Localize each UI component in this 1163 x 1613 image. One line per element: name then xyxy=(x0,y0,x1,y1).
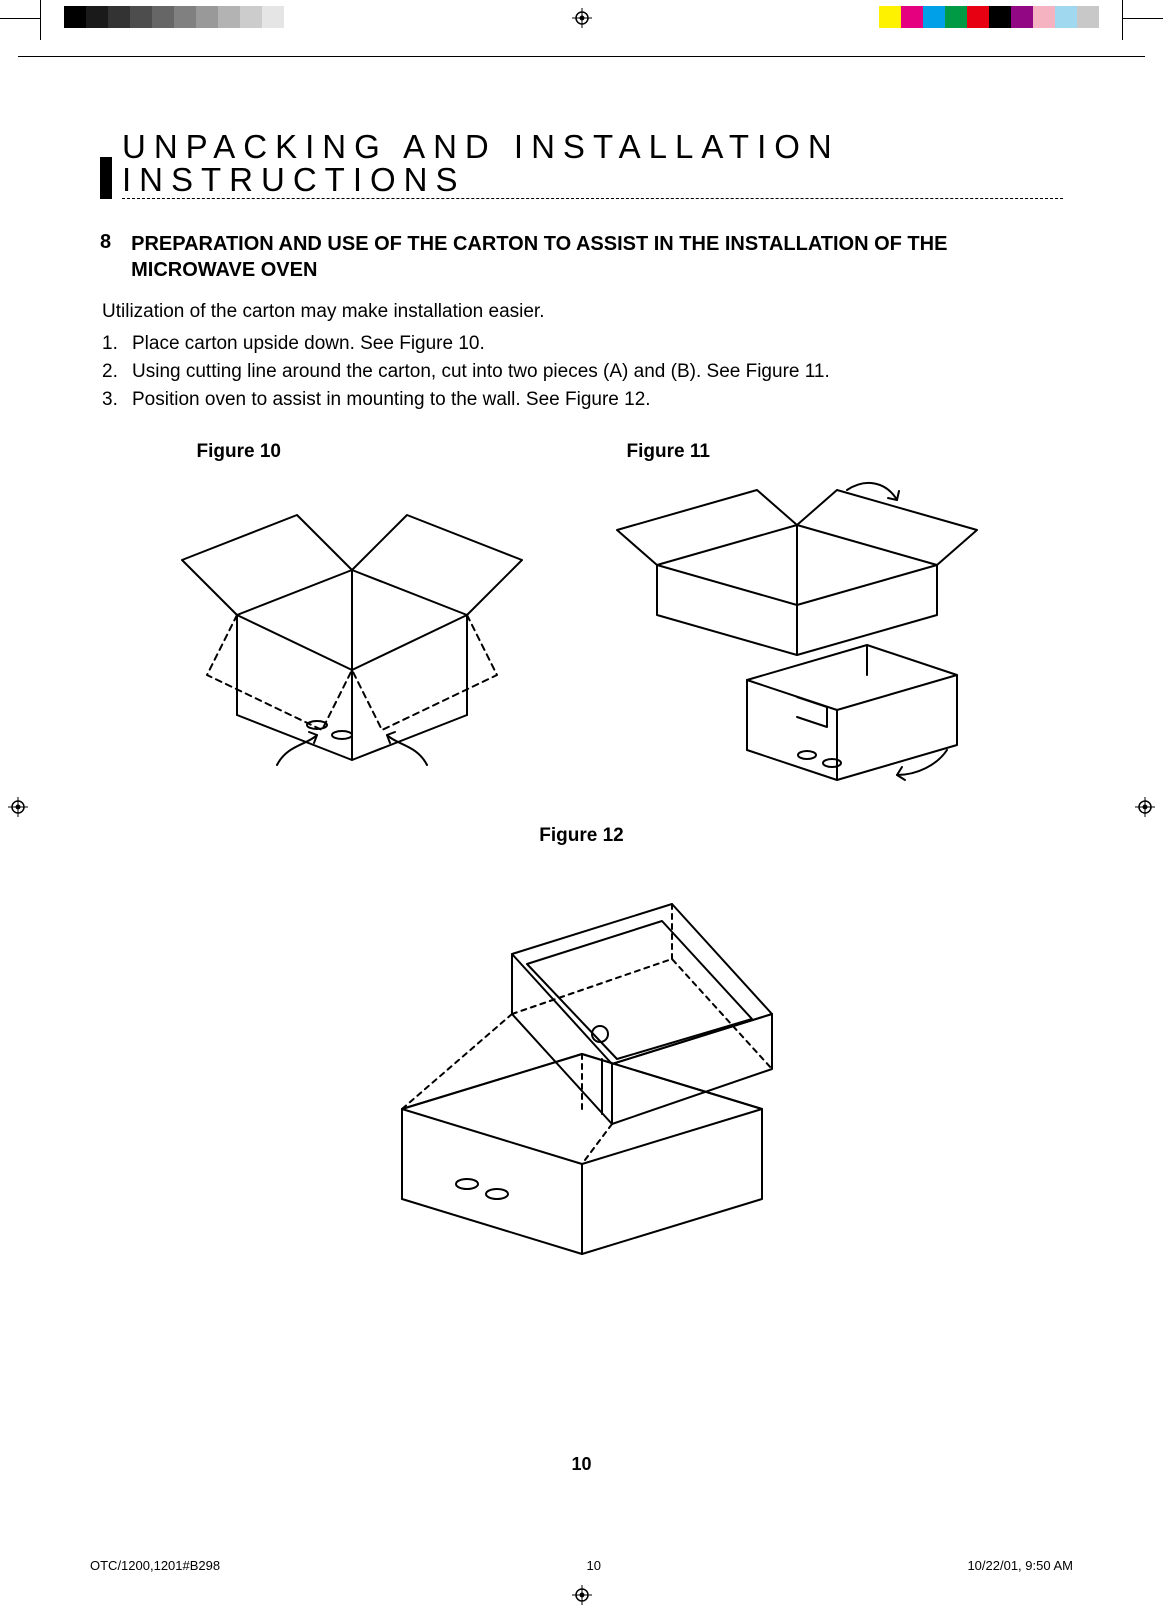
swatch xyxy=(284,6,306,28)
footer-slug: OTC/1200,1201#B298 10 10/22/01, 9:50 AM xyxy=(90,1558,1073,1573)
footer-timestamp: 10/22/01, 9:50 AM xyxy=(967,1558,1073,1573)
swatch xyxy=(108,6,130,28)
process-colorbar xyxy=(879,6,1099,28)
step-item: 2. Using cutting line around the carton, … xyxy=(102,361,1063,383)
figure-11: Figure 11 xyxy=(597,441,997,785)
swatch xyxy=(1055,6,1077,28)
figure-12-illustration xyxy=(342,859,822,1259)
heading-row: 8 PREPARATION AND USE OF THE CARTON TO A… xyxy=(100,231,1063,283)
crop-mark xyxy=(0,18,40,19)
footer-doc-id: OTC/1200,1201#B298 xyxy=(90,1558,220,1573)
grayscale-colorbar xyxy=(64,6,306,28)
swatch xyxy=(262,6,284,28)
page-number: 10 xyxy=(100,1454,1063,1475)
step-item: 3. Position oven to assist in mounting to… xyxy=(102,389,1063,411)
figure-12: Figure 12 xyxy=(100,825,1063,1259)
swatch xyxy=(196,6,218,28)
trim-line xyxy=(18,56,1145,57)
swatch xyxy=(1077,6,1099,28)
page-content: UNPACKING AND INSTALLATION INSTRUCTIONS … xyxy=(100,130,1063,1493)
step-number: 2. xyxy=(102,361,124,383)
registration-mark-icon xyxy=(8,797,28,817)
section-title-row: UNPACKING AND INSTALLATION INSTRUCTIONS xyxy=(100,130,1063,199)
swatch xyxy=(923,6,945,28)
swatch xyxy=(64,6,86,28)
swatch xyxy=(240,6,262,28)
figure-10: Figure 10 xyxy=(167,441,537,785)
step-list: 1. Place carton upside down. See Figure 1… xyxy=(102,333,1063,411)
figure-11-illustration xyxy=(597,475,997,785)
figure-11-label: Figure 11 xyxy=(627,441,997,463)
figure-10-illustration xyxy=(167,475,537,775)
figure-10-label: Figure 10 xyxy=(197,441,537,463)
step-number: 3. xyxy=(102,389,124,411)
step-text: Using cutting line around the carton, cu… xyxy=(132,361,830,383)
swatch xyxy=(130,6,152,28)
registration-mark-icon xyxy=(572,8,592,28)
figure-row-top: Figure 10 xyxy=(100,441,1063,785)
figure-12-label: Figure 12 xyxy=(100,825,1063,847)
swatch xyxy=(879,6,901,28)
swatch xyxy=(901,6,923,28)
swatch xyxy=(967,6,989,28)
step-number: 1. xyxy=(102,333,124,355)
footer-page: 10 xyxy=(587,1558,601,1573)
heading-text: PREPARATION AND USE OF THE CARTON TO ASS… xyxy=(131,231,1063,283)
intro-text: Utilization of the carton may make insta… xyxy=(102,301,1063,323)
registration-mark-icon xyxy=(572,1585,592,1605)
crop-mark xyxy=(40,0,41,40)
section-bar-icon xyxy=(100,157,112,199)
swatch xyxy=(86,6,108,28)
registration-mark-icon xyxy=(1135,797,1155,817)
step-item: 1. Place carton upside down. See Figure 1… xyxy=(102,333,1063,355)
swatch xyxy=(1033,6,1055,28)
step-text: Place carton upside down. See Figure 10. xyxy=(132,333,485,355)
swatch xyxy=(1011,6,1033,28)
swatch xyxy=(174,6,196,28)
step-text: Position oven to assist in mounting to t… xyxy=(132,389,651,411)
swatch xyxy=(945,6,967,28)
crop-mark xyxy=(1123,18,1163,19)
heading-number: 8 xyxy=(100,231,111,283)
crop-mark xyxy=(1122,0,1123,40)
swatch xyxy=(218,6,240,28)
section-title: UNPACKING AND INSTALLATION INSTRUCTIONS xyxy=(122,130,1063,199)
swatch xyxy=(989,6,1011,28)
swatch xyxy=(152,6,174,28)
